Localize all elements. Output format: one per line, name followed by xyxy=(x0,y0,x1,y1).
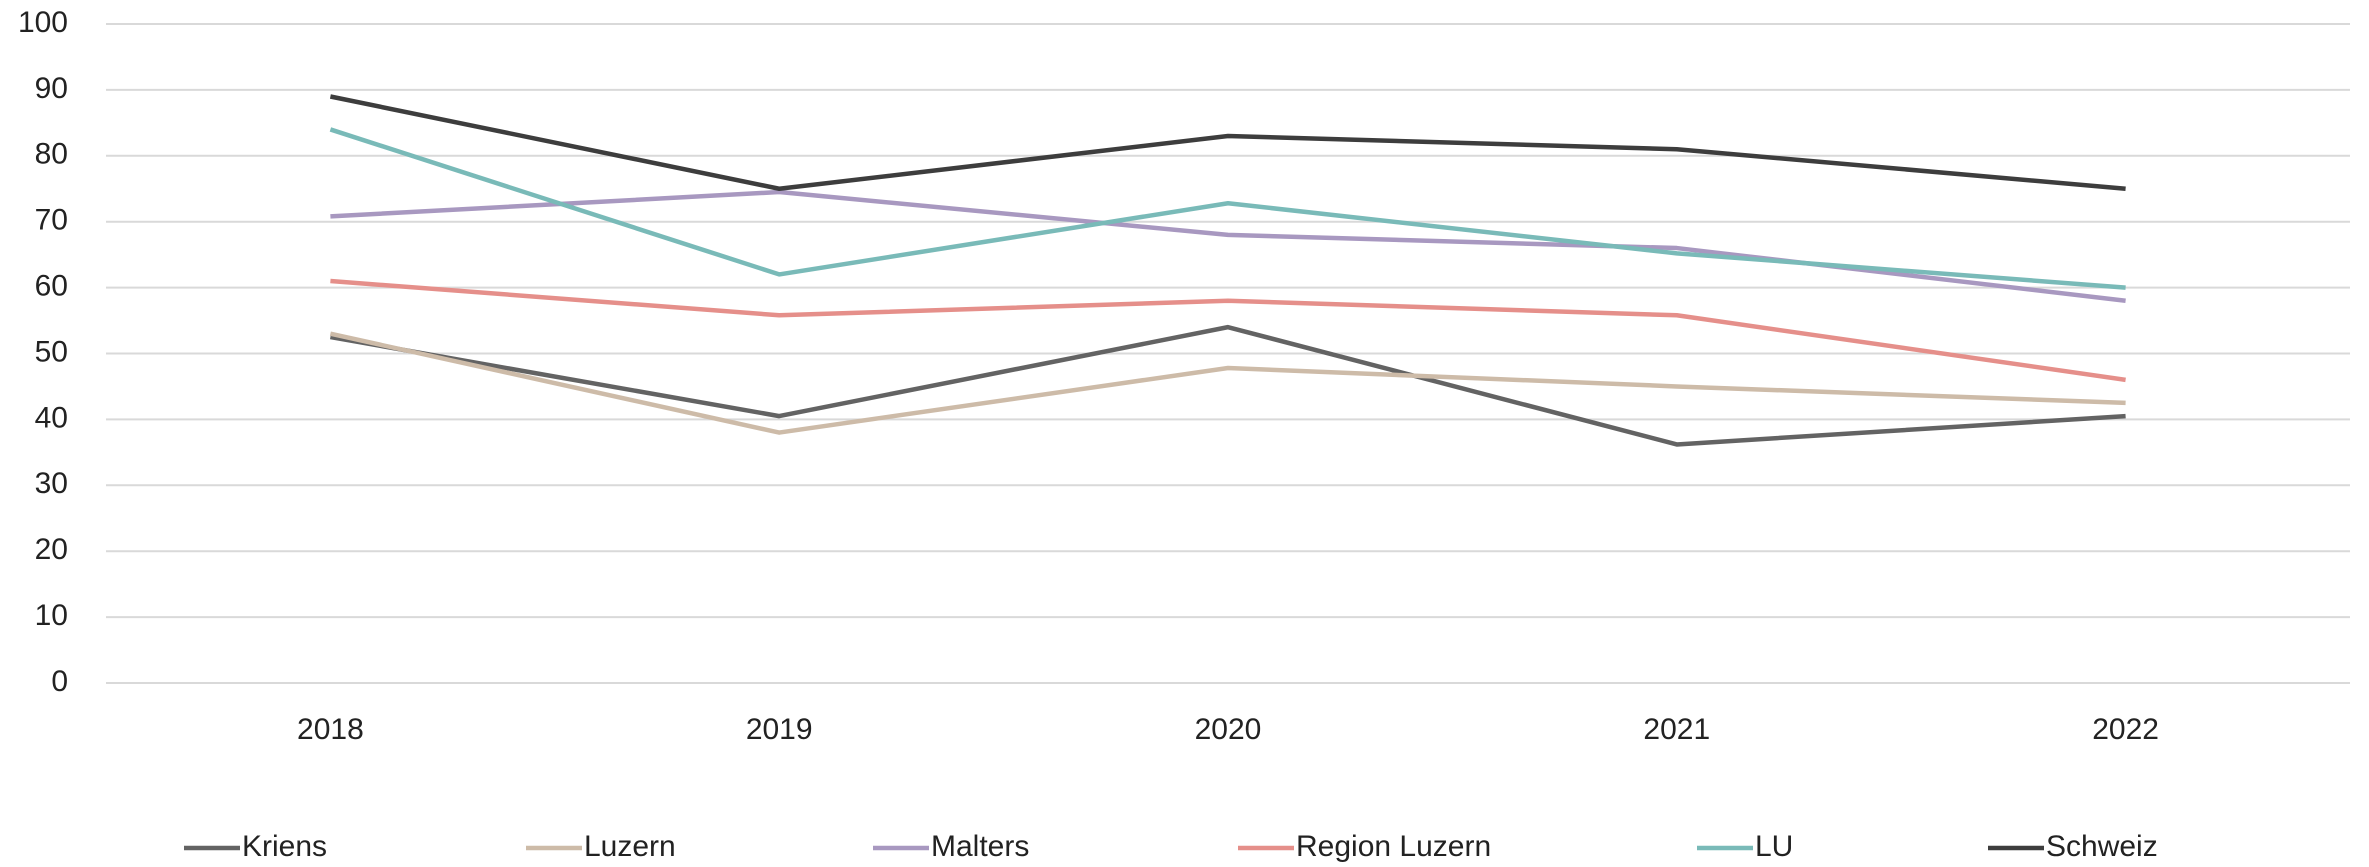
series-line xyxy=(329,127,2126,290)
legend-label: Malters xyxy=(931,830,1029,863)
y-tick-label: 80 xyxy=(35,138,68,171)
x-tick-label: 2019 xyxy=(746,713,813,746)
y-tick-label: 70 xyxy=(35,204,68,237)
y-tick-label: 50 xyxy=(35,335,68,368)
legend-label: Region Luzern xyxy=(1296,830,1491,863)
x-tick-label: 2018 xyxy=(297,713,364,746)
legend-label: Kriens xyxy=(242,830,327,863)
series-line xyxy=(330,189,2126,304)
series-line xyxy=(329,94,2126,191)
legend-label: Schweiz xyxy=(2046,830,2158,863)
y-tick-label: 100 xyxy=(18,6,68,39)
x-tick-label: 2020 xyxy=(1195,713,1262,746)
x-tick-label: 2022 xyxy=(2092,713,2159,746)
y-tick-label: 10 xyxy=(35,599,68,632)
legend-label: LU xyxy=(1755,830,1793,863)
legend-label: Luzern xyxy=(584,830,676,863)
y-tick-label: 30 xyxy=(35,467,68,500)
y-tick-label: 60 xyxy=(35,270,68,303)
x-tick-label: 2021 xyxy=(1643,713,1710,746)
y-tick-label: 90 xyxy=(35,72,68,105)
y-tick-label: 20 xyxy=(35,533,68,566)
series-line xyxy=(330,278,2126,383)
series-line xyxy=(330,324,2126,447)
series-line xyxy=(329,331,2126,435)
y-tick-label: 40 xyxy=(35,401,68,434)
y-tick-label: 0 xyxy=(51,665,68,698)
